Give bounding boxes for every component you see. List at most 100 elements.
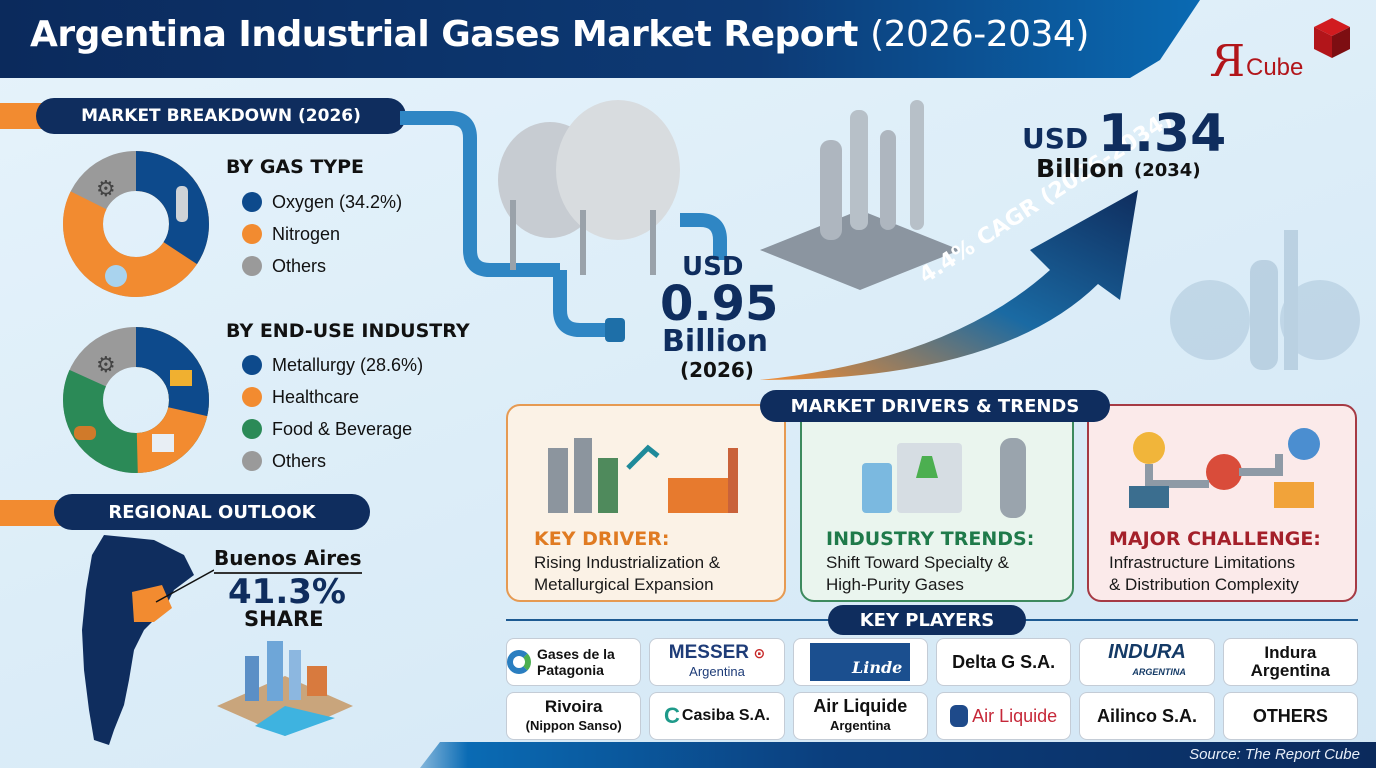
legend-label: Healthcare <box>272 386 360 407</box>
legend-dot <box>242 256 262 276</box>
key-driver-card: KEY DRIVER: Rising Industrialization & M… <box>506 404 786 602</box>
lab-equipment-icon <box>862 438 1026 518</box>
industry-trends-card: INDUSTRY TRENDS: Shift Toward Specialty … <box>800 404 1074 602</box>
legend-item-others: Others <box>242 445 423 477</box>
legend-item-healthcare: Healthcare <box>242 381 423 413</box>
player-casiba: C Casiba S.A. <box>649 692 785 740</box>
player-indura: INDURA ARGENTINA <box>1079 638 1215 686</box>
market-breakdown-header: MARKET BREAKDOWN (2026) <box>36 98 406 134</box>
end-value-prefix: USD <box>1022 122 1089 155</box>
player-messer: MESSER ⊙ Argentina <box>649 638 785 686</box>
card-title: MAJOR CHALLENGE: <box>1109 528 1321 550</box>
buenos-aires-region <box>132 585 172 622</box>
legend-dot <box>242 355 262 375</box>
legend-label: Food & Beverage <box>272 418 413 439</box>
card-line-1: Shift Toward Specialty & <box>826 553 1009 572</box>
city-illustration <box>217 641 353 736</box>
player-linde: Linde <box>792 638 928 686</box>
end-value-year: (2034) <box>1134 160 1201 181</box>
player-name: Linde <box>851 658 903 677</box>
major-challenge-card: MAJOR CHALLENGE: Infrastructure Limitati… <box>1087 404 1357 602</box>
end-value-unit: Billion <box>1036 154 1125 183</box>
brand-logo: R Cube <box>1212 16 1352 87</box>
cube-icon <box>1314 18 1350 58</box>
air-liquide-logo-icon <box>950 705 969 727</box>
legend-label: Others <box>272 255 327 276</box>
legend-item-nitrogen: Nitrogen <box>242 218 402 250</box>
card-line-2: High-Purity Gases <box>826 575 964 594</box>
player-rivoira: Rivoira (Nippon Sanso) <box>506 692 642 740</box>
player-gases-de-la-patagonia: Gases de la Patagonia <box>506 638 642 686</box>
player-name: Air Liquide <box>972 706 1058 726</box>
start-value: 0.95 <box>660 276 779 332</box>
player-name: Delta G S.A. <box>952 652 1056 672</box>
legend-dot <box>242 451 262 471</box>
end-value: 1.34 <box>1098 104 1227 164</box>
card-line-2: Metallurgical Expansion <box>534 575 714 594</box>
nitrogen-flask-icon <box>105 265 127 287</box>
drivers-header: MARKET DRIVERS & TRENDS <box>760 390 1110 422</box>
end-use-donut-chart: ⚙ <box>63 327 209 473</box>
player-name: INDURA <box>1108 641 1186 663</box>
logo-mark: R <box>1212 36 1246 87</box>
region-share-label: SHARE <box>244 607 324 631</box>
industrial-growth-icon <box>548 438 738 513</box>
player-name: Rivoira <box>544 696 603 716</box>
header-banner <box>0 0 1200 78</box>
logo-text: Cube <box>1246 54 1304 81</box>
faded-plant-illustration <box>1170 230 1360 370</box>
player-name: MESSER <box>668 641 750 663</box>
food-pot-icon <box>74 426 96 440</box>
start-value-prefix: USD <box>682 252 744 282</box>
linde-logo: Linde <box>810 643 911 681</box>
source-text: Source: The Report Cube <box>1189 746 1360 763</box>
footer-bar <box>420 742 1376 768</box>
player-ailinco: Ailinco S.A. <box>1079 692 1215 740</box>
gas-type-legend: Oxygen (34.2%) Nitrogen Others <box>242 186 402 282</box>
start-value-unit: Billion <box>662 324 768 359</box>
card-line-2: & Distribution Complexity <box>1109 575 1299 594</box>
player-air-liquide-argentina: Air Liquide Argentina <box>792 692 928 740</box>
player-name: OTHERS <box>1252 706 1328 726</box>
gp-logo-icon <box>507 650 531 674</box>
distribution-network-icon <box>1129 428 1320 508</box>
furnace-icon <box>170 370 192 386</box>
player-sub: Argentina <box>829 718 891 733</box>
player-name: Gases de la Patagonia <box>537 646 615 678</box>
argentina-map <box>82 535 214 745</box>
legend-label: Oxygen (34.2%) <box>272 191 403 212</box>
player-air-liquide: Air Liquide <box>935 692 1072 740</box>
start-value-year: (2026) <box>680 358 754 382</box>
player-others: OTHERS <box>1222 692 1358 740</box>
player-sub: ARGENTINA <box>1132 667 1186 677</box>
legend-item-metallurgy: Metallurgy (28.6%) <box>242 349 423 381</box>
region-name: Buenos Aires <box>214 546 362 574</box>
card-line-1: Rising Industrialization & <box>534 553 721 572</box>
plant-illustration <box>760 100 960 290</box>
title-period: (2026-2034) <box>870 14 1089 55</box>
pipeline-illustration <box>400 100 727 342</box>
legend-item-food-beverage: Food & Beverage <box>242 413 423 445</box>
player-name: Casiba S.A. <box>681 707 770 724</box>
region-share-value: 41.3% <box>228 572 346 612</box>
player-name: Air Liquide <box>813 696 908 716</box>
regional-outlook-header: REGIONAL OUTLOOK <box>54 494 370 530</box>
gear-icon: ⚙ <box>96 352 116 377</box>
player-name: Indura Argentina <box>1250 643 1330 680</box>
gas-type-title: BY GAS TYPE <box>226 156 365 178</box>
player-name: Ailinco S.A. <box>1096 706 1197 726</box>
key-players-grid: Gases de la Patagonia MESSER ⊙ Argentina… <box>506 638 1358 740</box>
legend-dot <box>242 224 262 244</box>
gear-icon: ⚙ <box>96 176 116 201</box>
end-use-legend: Metallurgy (28.6%) Healthcare Food & Bev… <box>242 349 423 477</box>
player-sub: (Nippon Sanso) <box>525 717 622 733</box>
gas-cylinder-icon <box>176 186 188 222</box>
messer-logo-icon: ⊙ <box>753 644 766 661</box>
player-delta-g: Delta G S.A. <box>935 638 1072 686</box>
legend-dot <box>242 387 262 407</box>
title-text: Argentina Industrial Gases Market Report <box>30 14 859 55</box>
key-players-header: KEY PLAYERS <box>828 605 1026 635</box>
player-sub: Argentina <box>689 663 745 679</box>
legend-label: Nitrogen <box>272 223 341 244</box>
hospital-icon <box>152 434 174 452</box>
